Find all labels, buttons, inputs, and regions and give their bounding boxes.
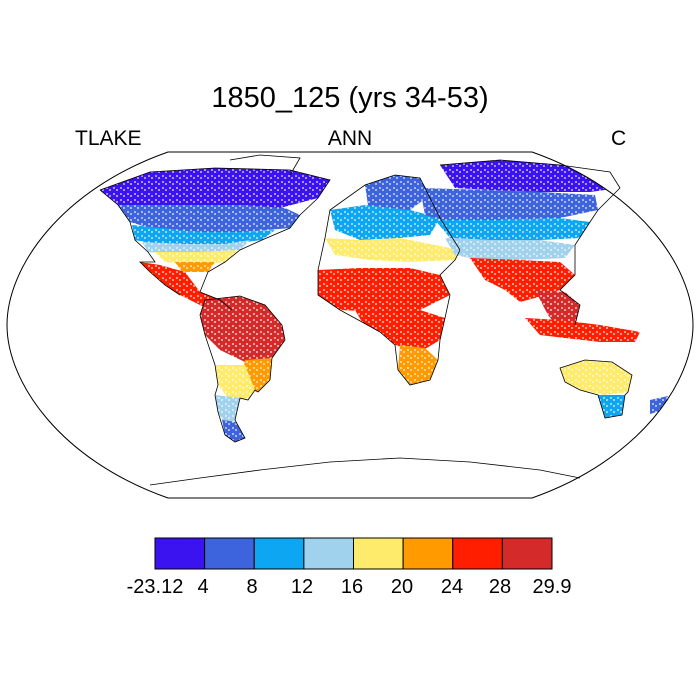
colorbar-tick-label: 12 bbox=[290, 576, 314, 598]
colorbar-bin bbox=[204, 537, 255, 570]
season-label: ANN bbox=[327, 127, 373, 150]
colorbar-bin bbox=[353, 537, 404, 570]
colorbar-bin bbox=[501, 537, 553, 570]
colorbar-tick-label: 29.9 bbox=[532, 576, 572, 598]
colorbar-tick-label: 8 bbox=[246, 576, 258, 598]
colorbar-tick-label: -23.12 bbox=[126, 576, 184, 598]
colorbar-bin bbox=[402, 537, 454, 570]
colorbar-tick-label: 28 bbox=[488, 576, 512, 598]
colorbar-tick-label: 16 bbox=[340, 576, 364, 598]
colorbar-bin bbox=[303, 537, 354, 570]
variable-label: TLAKE bbox=[75, 127, 142, 150]
globe-outline bbox=[6, 151, 694, 499]
colorbar-tick-label: 24 bbox=[440, 576, 464, 598]
units-label: C bbox=[611, 127, 627, 150]
colorbar-bin bbox=[452, 537, 503, 570]
colorbar-bin bbox=[253, 537, 305, 570]
map-title: 1850_125 (yrs 34-53) bbox=[211, 82, 489, 114]
colorbar-tick-label: 4 bbox=[197, 576, 209, 598]
colorbar-bin bbox=[154, 537, 206, 570]
coastlines bbox=[99, 154, 633, 486]
colorbar-tick-label: 20 bbox=[390, 576, 414, 598]
